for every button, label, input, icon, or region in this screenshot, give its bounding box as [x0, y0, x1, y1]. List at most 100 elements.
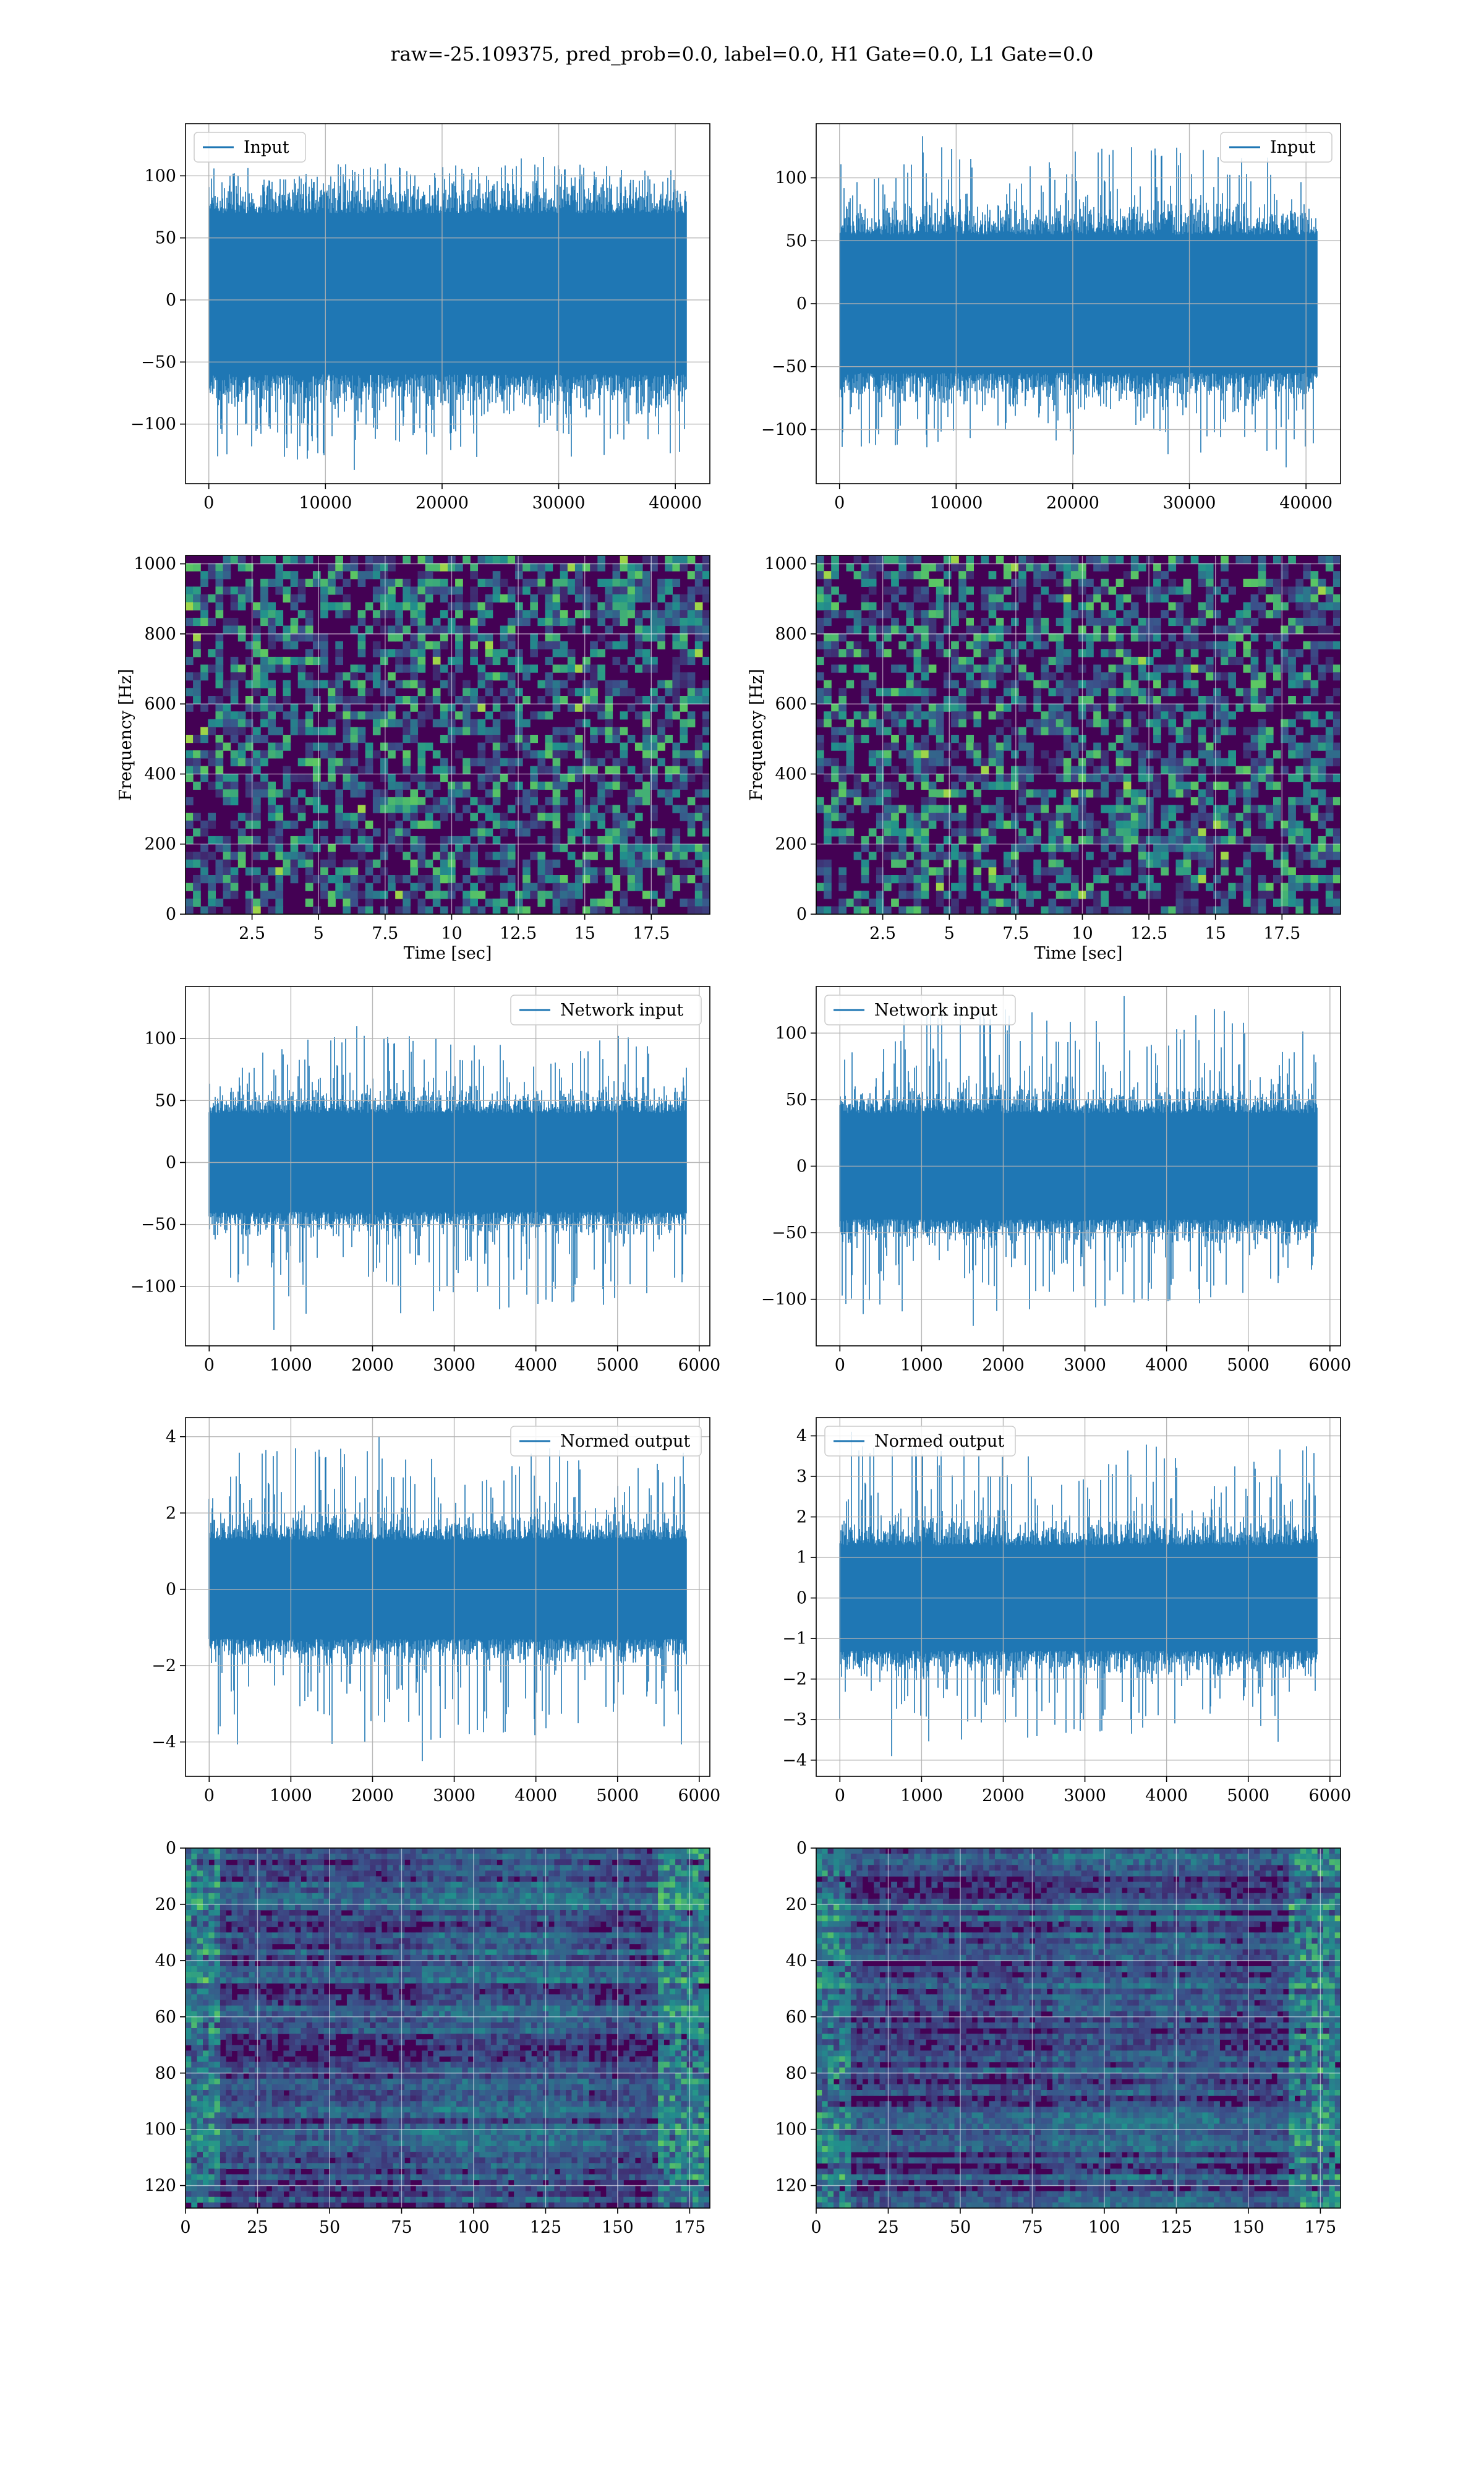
- heatmap-cell: [245, 813, 254, 821]
- heatmap-cell: [365, 867, 373, 876]
- heatmap-cell: [1018, 735, 1026, 743]
- tick-label-x: 5: [944, 924, 955, 943]
- heatmap-cell: [1243, 813, 1252, 821]
- heatmap-cell: [1221, 563, 1229, 571]
- heatmap-cell: [271, 1904, 278, 1911]
- heatmap-cell: [675, 1848, 681, 1854]
- heatmap-cell: [1108, 711, 1117, 720]
- heatmap-cell: [283, 711, 291, 720]
- heatmap-cell: [1295, 844, 1303, 852]
- heatmap-cell: [1168, 805, 1177, 813]
- heatmap-cell: [450, 1876, 457, 1883]
- heatmap-cell: [462, 1904, 469, 1911]
- heatmap-cell: [393, 1859, 399, 1865]
- heatmap-cell: [231, 1893, 238, 1899]
- heatmap-cell: [290, 774, 299, 782]
- heatmap-cell: [432, 664, 441, 673]
- heatmap-cell: [589, 1887, 595, 1894]
- heatmap-cell: [537, 781, 546, 790]
- heatmap-cell: [868, 571, 877, 580]
- heatmap-cell: [1138, 719, 1146, 727]
- heatmap-cell: [305, 867, 313, 876]
- heatmap-cell: [906, 649, 915, 657]
- heatmap-cell: [268, 836, 276, 845]
- heatmap-cell: [996, 711, 1004, 720]
- heatmap-cell: [380, 625, 388, 634]
- heatmap-cell: [1011, 867, 1019, 876]
- heatmap-cell: [973, 633, 982, 642]
- heatmap-cell: [1250, 836, 1259, 845]
- heatmap-cell: [634, 571, 643, 580]
- heatmap-cell: [548, 1870, 555, 1877]
- heatmap-cell: [600, 1898, 607, 1905]
- heatmap-cell: [1070, 742, 1079, 751]
- heatmap-cell: [1288, 828, 1296, 837]
- heatmap-cell: [1183, 594, 1192, 603]
- heatmap-cell: [1243, 766, 1252, 774]
- heatmap-cell: [410, 1870, 417, 1877]
- heatmap-cell: [590, 727, 598, 735]
- heatmap-cell: [283, 1854, 290, 1860]
- heatmap-cell: [403, 578, 411, 587]
- heatmap-cell: [514, 1848, 521, 1854]
- heatmap-cell: [432, 766, 441, 774]
- heatmap-cell: [275, 750, 284, 759]
- heatmap-cell: [669, 1910, 676, 1916]
- heatmap-cell: [237, 859, 246, 868]
- heatmap-cell: [646, 1887, 653, 1894]
- heatmap-cell: [417, 836, 426, 845]
- heatmap-cell: [485, 680, 493, 688]
- heatmap-cell: [365, 711, 373, 720]
- heatmap-cell: [514, 1859, 521, 1865]
- heatmap-cell: [1130, 602, 1139, 610]
- heatmap-cell: [958, 836, 966, 845]
- heatmap-cell: [191, 1887, 198, 1894]
- heatmap-cell: [1168, 789, 1177, 798]
- heatmap-cell: [223, 563, 231, 571]
- heatmap-cell: [597, 703, 605, 712]
- heatmap-cell: [1265, 883, 1274, 891]
- heatmap-cell: [612, 1848, 618, 1854]
- heatmap-cell: [470, 571, 478, 580]
- heatmap-cell: [650, 625, 658, 634]
- heatmap-cell: [921, 610, 929, 618]
- heatmap-cell: [846, 719, 855, 727]
- heatmap-cell: [906, 906, 915, 914]
- heatmap-cell: [350, 758, 359, 766]
- heatmap-cell: [191, 1870, 198, 1877]
- heatmap-cell: [545, 656, 553, 666]
- axes-frame: [185, 1417, 710, 1777]
- heatmap-cell: [1048, 813, 1057, 821]
- heatmap-cell: [1033, 891, 1041, 899]
- heatmap-cell: [462, 1876, 469, 1883]
- heatmap-cell: [973, 641, 982, 649]
- heatmap-cell: [1093, 891, 1101, 899]
- heatmap-cell: [606, 1876, 613, 1883]
- heatmap-cell: [1310, 789, 1319, 798]
- heatmap-cell: [245, 891, 254, 899]
- heatmap-cell: [680, 898, 688, 907]
- heatmap-cell: [1310, 711, 1319, 720]
- heatmap-cell: [597, 820, 605, 829]
- heatmap-cell: [1063, 696, 1072, 704]
- heatmap-cell: [439, 1881, 445, 1888]
- heatmap-cell: [537, 641, 546, 649]
- heatmap-cell: [467, 1870, 474, 1877]
- heatmap-cell: [627, 766, 636, 774]
- heatmap-cell: [1041, 656, 1049, 666]
- heatmap-cell: [522, 735, 531, 743]
- heatmap-cell: [1063, 735, 1072, 743]
- heatmap-cell: [425, 563, 433, 571]
- heatmap-cell: [335, 805, 343, 813]
- heatmap-cell: [1033, 610, 1041, 618]
- heatmap-cell: [410, 649, 419, 657]
- heatmap-cell: [560, 797, 568, 806]
- heatmap-cell: [1310, 641, 1319, 649]
- heatmap-cell: [485, 672, 493, 681]
- heatmap-cell: [253, 649, 261, 657]
- heatmap-cell: [1033, 641, 1041, 649]
- heatmap-cell: [1333, 578, 1341, 587]
- heatmap-cell: [1108, 742, 1117, 751]
- heatmap-cell: [1041, 844, 1049, 852]
- heatmap-cell: [463, 555, 471, 564]
